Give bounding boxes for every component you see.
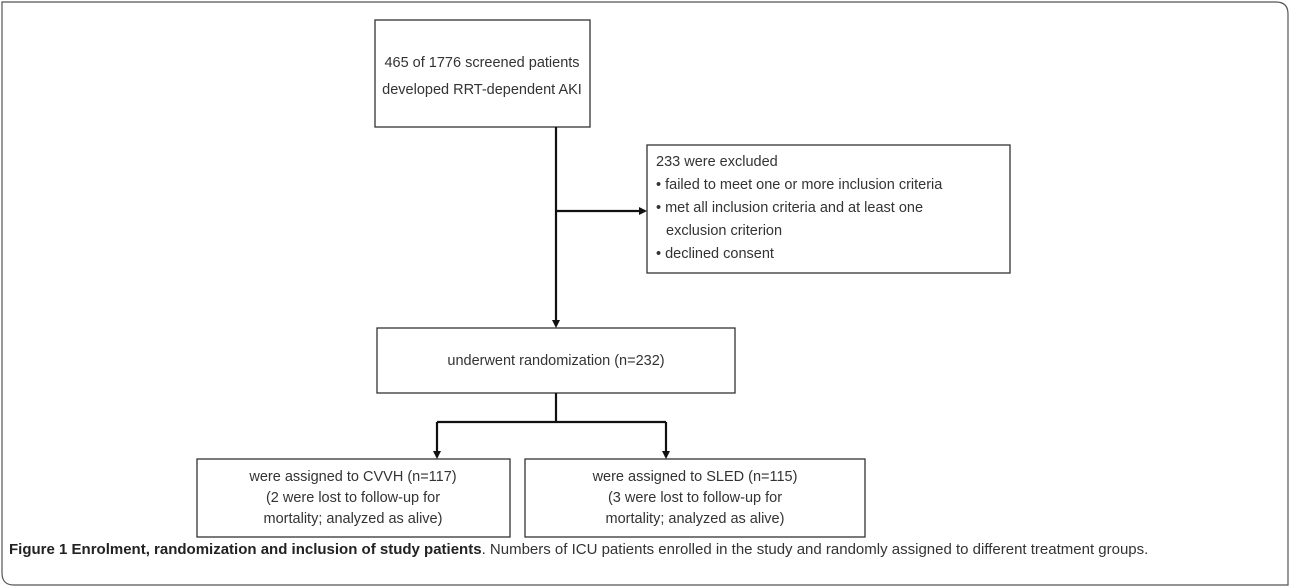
node-text: • declined consent [656, 246, 774, 262]
caption-label: Figure 1 [9, 541, 68, 558]
node-text: exclusion criterion [666, 223, 782, 239]
node-text: were assigned to SLED (n=115) [592, 469, 798, 485]
box-sled [524, 458, 866, 538]
node-text: 233 were excluded [656, 154, 778, 170]
node-text: developed RRT-dependent AKI [382, 82, 582, 98]
box-screened [374, 19, 591, 128]
node-text: were assigned to CVVH (n=117) [248, 469, 456, 485]
node-text: (3 were lost to follow-up for [608, 490, 782, 506]
node-text: underwent randomization (n=232) [447, 353, 664, 369]
node-text: (2 were lost to follow-up for [266, 490, 440, 506]
box-excluded [646, 144, 1011, 274]
node-text: mortality; analyzed as alive) [264, 511, 443, 527]
box-randomization [376, 327, 736, 394]
node-text: 465 of 1776 screened patients [384, 55, 579, 71]
caption-text: . Numbers of ICU patients enrolled in th… [481, 541, 1149, 558]
node-text: • met all inclusion criteria and at leas… [656, 200, 923, 216]
caption: Figure 1 Enrolment, randomization and in… [9, 537, 1281, 562]
node-text: • failed to meet one or more inclusion c… [656, 177, 943, 193]
caption-title: Enrolment, randomization and inclusion o… [71, 541, 482, 558]
box-cvvh [196, 458, 511, 538]
node-text: mortality; analyzed as alive) [606, 511, 785, 527]
